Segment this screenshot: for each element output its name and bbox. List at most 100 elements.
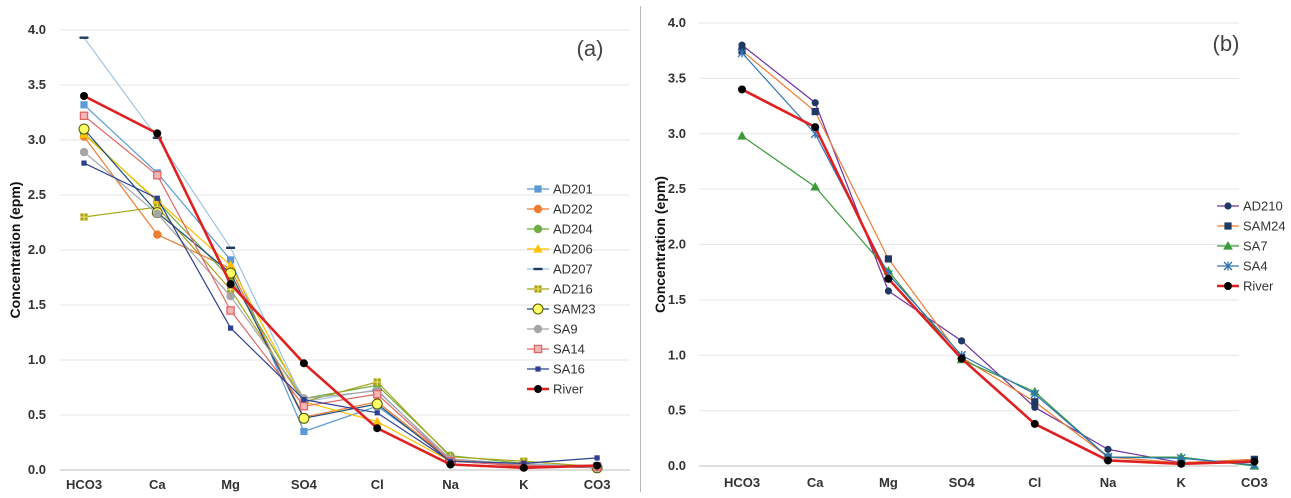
chart-a-data-point <box>227 256 235 264</box>
chart-b-data-point <box>738 85 746 94</box>
chart-b-data-point <box>958 337 966 345</box>
chart-a-legend-label: SAM23 <box>553 302 596 317</box>
chart-a-legend-label: AD216 <box>553 282 593 297</box>
chart-a-series-line <box>83 134 598 468</box>
chart-a-x-tick-label: CO3 <box>584 477 611 492</box>
chart-b-data-point <box>1250 457 1259 466</box>
chart-a-legend-label: AD204 <box>553 222 593 237</box>
chart-b-y-axis-label: Concentration (epm) <box>652 176 668 313</box>
chart-a-data-point <box>152 136 162 139</box>
chart-a-data-point <box>80 92 88 100</box>
chart-a-x-tick-label: HCO3 <box>66 477 102 492</box>
chart-a-data-point <box>78 123 90 135</box>
chart-b-legend-marker <box>1224 202 1232 210</box>
chart-b-data-point <box>1030 389 1040 399</box>
chart-a-y-tick-label: 1.5 <box>28 297 46 312</box>
chart-a-data-point <box>153 129 162 138</box>
chart-a-data-point <box>374 410 380 416</box>
chart-b-data-point <box>811 123 820 132</box>
chart-b-legend-item: SA4 <box>1217 259 1268 274</box>
chart-a-data-point <box>154 195 160 201</box>
chart-a-legend-marker <box>533 344 543 354</box>
chart-a-data-point <box>153 209 162 218</box>
chart-a-gridlines <box>60 29 630 471</box>
chart-a-y-tick-label: 2.0 <box>28 242 46 257</box>
chart-b-series-ad210 <box>738 41 1258 467</box>
chart-b-data-point <box>1031 403 1039 411</box>
chart-a-legend-marker <box>534 285 542 293</box>
chart-a-series-line <box>83 136 598 468</box>
chart-a-series-line <box>83 151 598 469</box>
chart-a-data-point <box>300 427 308 436</box>
chart-a-data-point <box>298 412 310 424</box>
chart-a-data-point <box>80 213 88 221</box>
chart-a-legend-item: AD206 <box>527 242 593 257</box>
chart-a-data-point <box>373 378 381 386</box>
chart-a-legend-label: SA14 <box>553 342 585 357</box>
chart-a-x-tick-label: Na <box>442 477 459 492</box>
chart-a-series-line <box>83 37 598 468</box>
chart-a-legend-item: SA9 <box>527 322 578 337</box>
chart-a-y-axis-label: Concentration (epm) <box>7 182 23 319</box>
chart-a-series-ad204 <box>79 129 602 472</box>
chart-b-y-tick-label: 0.0 <box>668 458 686 473</box>
chart-a-legend-label: AD201 <box>553 182 593 197</box>
chart-b-data-point <box>810 181 820 191</box>
chart-a-data-point <box>299 401 309 411</box>
chart-a-legend-marker <box>533 244 543 253</box>
chart-a-data-point <box>226 280 235 289</box>
chart-a-legend-marker <box>532 303 544 315</box>
chart-b-x-tick-label: CO3 <box>1241 475 1268 490</box>
chart-b-data-point <box>738 41 746 49</box>
chart-a-data-point <box>593 461 602 470</box>
chart-a-series-ad202 <box>79 132 602 471</box>
chart-a-legend-label: River <box>553 382 584 397</box>
chart-a-legend-marker <box>534 185 542 193</box>
chart-a-data-point <box>81 160 87 166</box>
chart-b-y-tick-label: 1.0 <box>668 347 686 362</box>
chart-a-legend-item: SAM23 <box>527 302 596 317</box>
chart-b-data-point <box>884 274 893 283</box>
chart-b-series-line <box>741 50 1255 464</box>
chart-a-legend-item: AD202 <box>527 202 593 217</box>
chart-b-gridlines <box>699 22 1239 467</box>
chart-a-data-point <box>79 111 89 121</box>
chart-b-panel-label: (b) <box>1213 31 1240 56</box>
chart-b-legend-label: SAM24 <box>1243 219 1286 234</box>
chart-b-legend-label: SA7 <box>1243 239 1268 254</box>
chart-a-data-point <box>372 389 382 399</box>
chart-b-series-sam24 <box>738 47 1258 467</box>
chart-b-data-point <box>1104 445 1112 453</box>
chart-a-data-point <box>79 147 89 157</box>
chart-b-y-tick-label: 3.0 <box>668 126 686 141</box>
chart-a-series-sa16 <box>81 160 600 466</box>
chart-a-x-tick-label: K <box>519 477 529 492</box>
chart-b-data-point <box>1104 456 1112 465</box>
chart-a-legend-label: SA16 <box>553 362 585 377</box>
chart-a-data-point <box>226 306 235 315</box>
chart-b-legend-marker <box>1223 261 1233 271</box>
chart-a-data-point <box>226 292 235 301</box>
chart-a-y-tick-label: 2.5 <box>28 187 46 202</box>
chart-a-data-point <box>80 101 88 109</box>
chart-b-data-point <box>884 287 892 295</box>
chart-a-legend-item: AD207 <box>527 262 593 277</box>
chart-a-series-line <box>83 206 598 468</box>
chart-b-legend-item: SAM24 <box>1217 219 1286 234</box>
chart-a-legend-marker <box>535 366 541 372</box>
chart-b-legend-label: SA4 <box>1243 259 1268 274</box>
chart-b-x-tick-label: K <box>1177 475 1187 490</box>
chart-a-x-tick-label: Cl <box>371 477 384 492</box>
chart-b-x-tick-labels: HCO3 Ca Mg SO4 Cl Na K CO3 <box>724 475 1268 490</box>
chart-a-data-point <box>373 424 382 433</box>
chart-b-x-tick-label: Cl <box>1028 475 1041 490</box>
chart-a-legend-label: AD207 <box>553 262 593 277</box>
chart-a-legend-marker <box>533 204 543 214</box>
chart-a-panel-label: (a) <box>577 36 604 61</box>
chart-b-series-line <box>741 44 1255 464</box>
chart-b-series-river <box>738 85 1259 468</box>
chart-b-data-point <box>957 354 966 363</box>
chart-b-x-tick-label: Na <box>1100 475 1117 490</box>
chart-a-legend-item: SA16 <box>527 362 585 377</box>
chart-b-data-point <box>811 99 819 107</box>
